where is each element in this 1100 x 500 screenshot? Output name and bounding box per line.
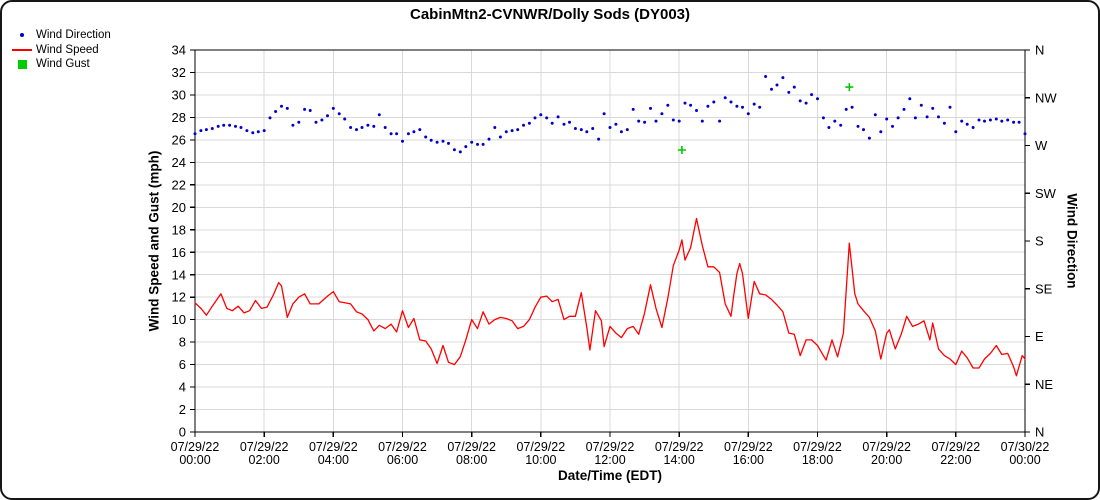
svg-text:12: 12 <box>172 290 186 305</box>
legend-item-wind-gust: Wind Gust <box>11 57 111 72</box>
svg-text:32: 32 <box>172 65 186 80</box>
svg-text:E: E <box>1035 329 1044 344</box>
svg-text:00:00: 00:00 <box>1009 453 1040 467</box>
svg-text:16: 16 <box>172 245 186 260</box>
svg-text:SW: SW <box>1035 186 1057 201</box>
svg-text:28: 28 <box>172 110 186 125</box>
svg-text:2: 2 <box>179 402 186 417</box>
svg-text:10: 10 <box>172 312 186 327</box>
svg-text:22: 22 <box>172 177 186 192</box>
svg-text:26: 26 <box>172 132 186 147</box>
chart-title: CabinMtn2-CVNWR/Dolly Sods (DY003) <box>409 6 691 23</box>
legend: Wind Direction Wind Speed Wind Gust <box>11 28 111 72</box>
svg-text:24: 24 <box>172 155 186 170</box>
svg-text:0: 0 <box>179 425 186 440</box>
wind-speed-line-icon <box>11 48 33 51</box>
wind-gust-series <box>677 83 854 154</box>
svg-text:07/29/22: 07/29/22 <box>862 440 911 454</box>
svg-text:4: 4 <box>179 380 186 395</box>
svg-text:14:00: 14:00 <box>664 453 695 467</box>
svg-text:07/29/22: 07/29/22 <box>309 440 358 454</box>
svg-text:07/29/22: 07/29/22 <box>793 440 842 454</box>
svg-text:S: S <box>1035 234 1044 249</box>
svg-text:07/29/22: 07/29/22 <box>655 440 704 454</box>
svg-text:14: 14 <box>172 267 186 282</box>
svg-text:6: 6 <box>179 357 186 372</box>
svg-text:07/29/22: 07/29/22 <box>516 440 565 454</box>
svg-text:07/29/22: 07/29/22 <box>447 440 496 454</box>
svg-text:07/29/22: 07/29/22 <box>240 440 289 454</box>
svg-text:NW: NW <box>1035 90 1057 105</box>
axis-ticks <box>190 49 1030 437</box>
svg-text:18: 18 <box>172 222 186 237</box>
svg-text:07/29/22: 07/29/22 <box>171 440 220 454</box>
svg-text:07/29/22: 07/29/22 <box>586 440 635 454</box>
svg-text:06:00: 06:00 <box>387 453 418 467</box>
svg-text:02:00: 02:00 <box>249 453 280 467</box>
x-axis-title: Date/Time (EDT) <box>557 468 663 483</box>
svg-text:W: W <box>1035 138 1048 153</box>
legend-item-wind-speed: Wind Speed <box>11 43 111 58</box>
legend-label: Wind Direction <box>36 29 111 42</box>
svg-text:20: 20 <box>172 200 186 215</box>
svg-text:08:00: 08:00 <box>456 453 487 467</box>
svg-text:N: N <box>1035 425 1044 440</box>
gridlines <box>195 50 1025 432</box>
wind-direction-dot-icon <box>11 33 33 38</box>
svg-text:07/29/22: 07/29/22 <box>378 440 427 454</box>
svg-text:SE: SE <box>1035 281 1053 296</box>
svg-text:04:00: 04:00 <box>318 453 349 467</box>
svg-text:20:00: 20:00 <box>871 453 902 467</box>
svg-text:18:00: 18:00 <box>802 453 833 467</box>
wind-gust-plus-icon <box>11 59 33 69</box>
svg-text:07/30/22: 07/30/22 <box>1001 440 1050 454</box>
legend-label: Wind Speed <box>36 43 99 56</box>
svg-text:00:00: 00:00 <box>179 453 210 467</box>
svg-text:NE: NE <box>1035 377 1053 392</box>
svg-text:07/29/22: 07/29/22 <box>931 440 980 454</box>
svg-text:22:00: 22:00 <box>940 453 971 467</box>
svg-text:07/29/22: 07/29/22 <box>724 440 773 454</box>
legend-label: Wind Gust <box>36 58 90 71</box>
axis-tick-labels: 024681012141618202224262830323407/29/220… <box>171 43 1058 467</box>
wind-speed-series <box>194 217 1026 377</box>
svg-text:34: 34 <box>172 43 186 58</box>
svg-text:8: 8 <box>179 335 186 350</box>
svg-text:12:00: 12:00 <box>594 453 625 467</box>
svg-text:30: 30 <box>172 87 186 102</box>
svg-text:N: N <box>1035 43 1044 58</box>
legend-item-wind-direction: Wind Direction <box>11 28 111 43</box>
svg-text:10:00: 10:00 <box>525 453 556 467</box>
svg-text:16:00: 16:00 <box>733 453 764 467</box>
wind-direction-series <box>193 75 1027 154</box>
